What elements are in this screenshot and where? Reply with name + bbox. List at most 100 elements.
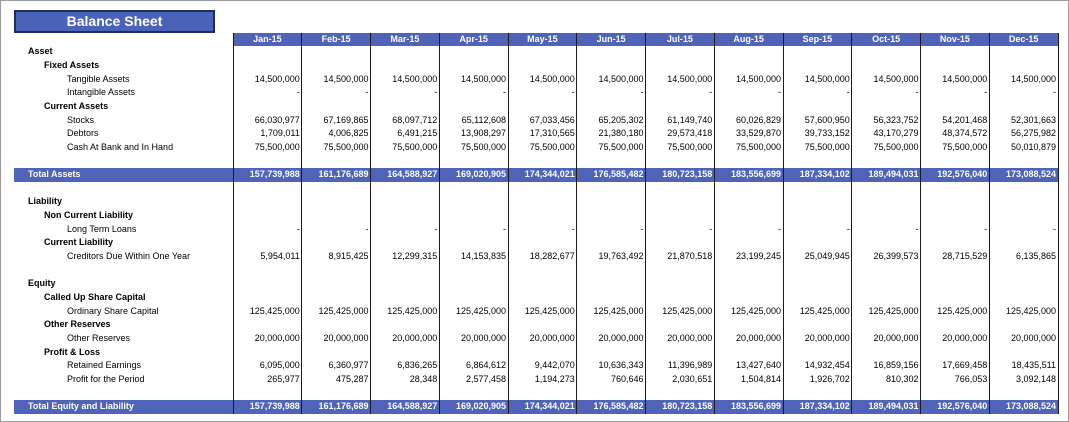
column-line bbox=[851, 33, 853, 415]
cell-value: 14,500,000 bbox=[1010, 73, 1056, 84]
total-value: 180,723,158 bbox=[662, 401, 713, 412]
cell-value: 20,000,000 bbox=[460, 333, 506, 344]
cell-value: - bbox=[984, 87, 988, 98]
cell-value: 14,500,000 bbox=[804, 73, 850, 84]
total-value: 180,723,158 bbox=[662, 169, 713, 180]
month-header: Jun-15 bbox=[596, 34, 626, 44]
total-band bbox=[14, 168, 1058, 182]
cell-value: 14,500,000 bbox=[667, 73, 713, 84]
cell-value: 67,033,456 bbox=[529, 114, 575, 125]
cell-value: 125,425,000 bbox=[868, 305, 919, 316]
month-header: Oct-15 bbox=[872, 34, 901, 44]
cell-value: 475,287 bbox=[335, 374, 369, 385]
month-header: Jul-15 bbox=[666, 34, 693, 44]
total-value: 157,739,988 bbox=[249, 401, 300, 412]
cell-value: 125,425,000 bbox=[662, 305, 713, 316]
cell-value: 29,573,418 bbox=[667, 128, 713, 139]
cell-value: 14,500,000 bbox=[529, 73, 575, 84]
cell-value: 265,977 bbox=[267, 374, 300, 385]
cell-value: 75,500,000 bbox=[460, 141, 506, 152]
cell-value: 125,425,000 bbox=[593, 305, 644, 316]
cell-value: 16,859,156 bbox=[873, 360, 919, 371]
column-line bbox=[301, 33, 303, 415]
row-label: Long Term Loans bbox=[67, 223, 137, 234]
month-header: Mar-15 bbox=[390, 34, 420, 44]
cell-value: 13,427,640 bbox=[735, 360, 781, 371]
cell-value: 75,500,000 bbox=[804, 141, 850, 152]
cell-value: - bbox=[984, 223, 988, 234]
cell-value: 75,500,000 bbox=[942, 141, 988, 152]
cell-value: 11,396,989 bbox=[667, 360, 713, 371]
month-header: Aug-15 bbox=[733, 34, 764, 44]
cell-value: - bbox=[365, 223, 369, 234]
cell-value: 5,954,011 bbox=[260, 251, 300, 262]
cell-value: 75,500,000 bbox=[598, 141, 644, 152]
cell-value: 6,095,000 bbox=[259, 360, 300, 371]
total-label: Total Assets bbox=[28, 169, 81, 180]
cell-value: 2,577,458 bbox=[465, 374, 506, 385]
cell-value: 52,301,663 bbox=[1010, 114, 1056, 125]
cell-value: 1,504,814 bbox=[740, 374, 781, 385]
month-header: Apr-15 bbox=[459, 34, 488, 44]
total-band bbox=[14, 400, 1058, 415]
cell-value: 12,299,315 bbox=[392, 251, 438, 262]
cell-value: 75,500,000 bbox=[873, 141, 919, 152]
cell-value: - bbox=[1053, 87, 1056, 98]
cell-value: 20,000,000 bbox=[873, 333, 919, 344]
cell-value: - bbox=[503, 223, 506, 234]
cell-value: 33,529,870 bbox=[735, 128, 781, 139]
total-value: 192,576,040 bbox=[937, 169, 988, 180]
total-value: 173,088,524 bbox=[1005, 169, 1056, 180]
cell-value: 20,000,000 bbox=[804, 333, 850, 344]
row-label: Ordinary Share Capital bbox=[67, 305, 159, 316]
cell-value: 19,763,492 bbox=[598, 251, 644, 262]
cell-value: 56,323,752 bbox=[873, 114, 919, 125]
row-label: Called Up Share Capital bbox=[44, 292, 146, 303]
row-label: Current Assets bbox=[44, 100, 109, 111]
cell-value: 18,282,677 bbox=[529, 251, 575, 262]
cell-value: 65,112,608 bbox=[461, 114, 506, 125]
month-header: Nov-15 bbox=[939, 34, 970, 44]
cell-value: 4,006,825 bbox=[328, 128, 369, 139]
row-label: Equity bbox=[28, 278, 56, 289]
cell-value: - bbox=[296, 223, 300, 234]
cell-value: 75,500,000 bbox=[392, 141, 438, 152]
cell-value: - bbox=[503, 87, 506, 98]
row-label: Stocks bbox=[67, 114, 95, 125]
column-line bbox=[645, 33, 646, 415]
cell-value: 67,169,865 bbox=[323, 114, 369, 125]
total-value: 187,334,102 bbox=[799, 401, 850, 412]
total-value: 187,334,102 bbox=[799, 169, 850, 180]
cell-value: 14,500,000 bbox=[392, 73, 438, 84]
cell-value: 2,030,651 bbox=[672, 374, 713, 385]
cell-value: - bbox=[846, 87, 850, 98]
cell-value: 13,908,297 bbox=[460, 128, 506, 139]
row-label: Fixed Assets bbox=[44, 59, 100, 70]
row-label: Profit & Loss bbox=[44, 346, 101, 357]
row-label: Intangible Assets bbox=[67, 87, 136, 98]
cell-value: 6,360,977 bbox=[328, 360, 369, 371]
month-header: Jan-15 bbox=[253, 34, 282, 44]
total-value: 169,020,905 bbox=[455, 401, 506, 412]
cell-value: 14,500,000 bbox=[598, 73, 644, 84]
cell-value: 14,500,000 bbox=[254, 73, 300, 84]
cell-value: 20,000,000 bbox=[667, 333, 713, 344]
month-header: Feb-15 bbox=[321, 34, 351, 44]
total-value: 176,585,482 bbox=[593, 401, 644, 412]
cell-value: - bbox=[709, 87, 713, 98]
cell-value: 1,194,273 bbox=[534, 374, 575, 385]
cell-value: 14,500,000 bbox=[873, 73, 919, 84]
cell-value: 20,000,000 bbox=[942, 333, 988, 344]
cell-value: - bbox=[296, 87, 300, 98]
cell-value: 20,000,000 bbox=[392, 333, 438, 344]
cell-value: 75,500,000 bbox=[323, 141, 369, 152]
cell-value: 6,491,215 bbox=[397, 128, 438, 139]
cell-value: 8,915,425 bbox=[328, 251, 369, 262]
total-value: 189,494,031 bbox=[868, 169, 919, 180]
cell-value: - bbox=[846, 223, 850, 234]
column-line bbox=[1057, 33, 1059, 415]
cell-value: 26,399,573 bbox=[873, 251, 919, 262]
cell-value: 125,425,000 bbox=[799, 305, 850, 316]
cell-value: 75,500,000 bbox=[667, 141, 713, 152]
total-value: 189,494,031 bbox=[868, 401, 919, 412]
